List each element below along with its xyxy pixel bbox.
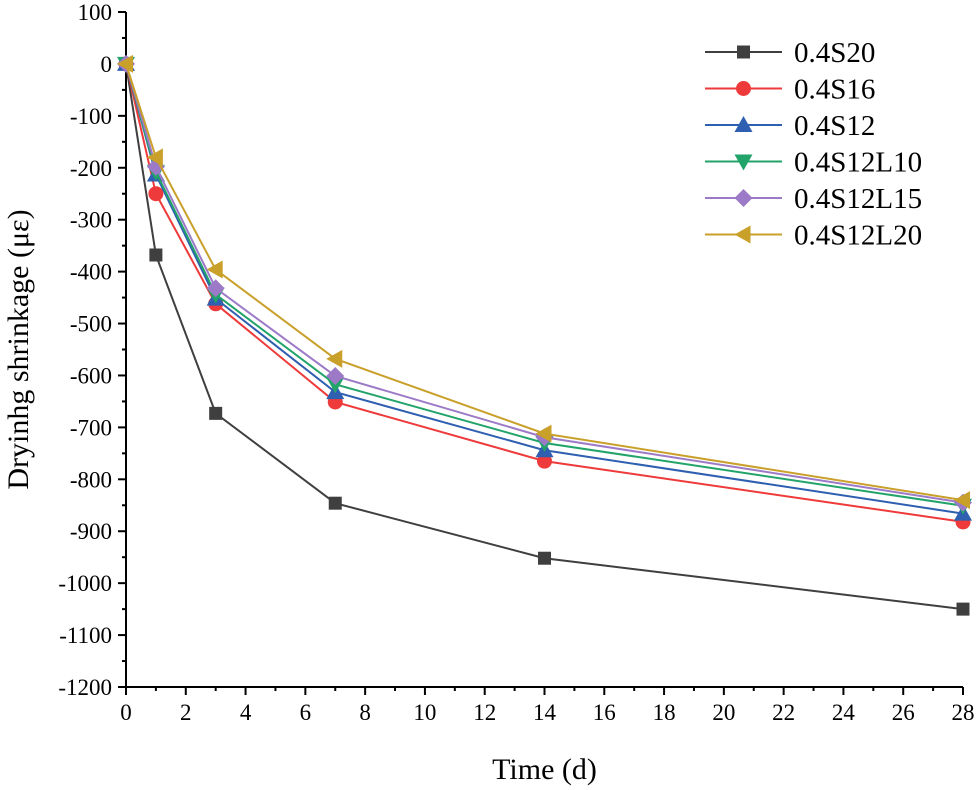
y-tick-label: -700 [70, 415, 112, 440]
x-tick-label: 0 [120, 700, 132, 725]
y-tick-label: -600 [70, 363, 112, 388]
x-tick-label: 24 [832, 700, 856, 725]
data-point [209, 406, 223, 420]
legend-label: 0.4S12 [794, 110, 875, 142]
x-tick-label: 14 [533, 700, 557, 725]
series-layer [117, 54, 972, 616]
legend-marker [734, 116, 753, 132]
x-tick-label: 4 [240, 700, 252, 725]
x-tick-label: 12 [473, 700, 496, 725]
x-tick-label: 6 [300, 700, 312, 725]
data-point [326, 377, 345, 394]
legend-marker [737, 45, 750, 59]
x-tick-label: 2 [180, 700, 192, 725]
series-line [125, 63, 964, 502]
legend-item: 0.4S20 [705, 37, 875, 69]
data-point [537, 453, 552, 469]
data-point [146, 148, 163, 167]
x-tick-label: 22 [772, 700, 795, 725]
y-tick-label: -1200 [58, 675, 112, 700]
legend-item: 0.4S16 [705, 74, 875, 106]
legend-item: 0.4S12 [705, 110, 875, 142]
y-tick-label: -800 [70, 467, 112, 492]
x-tick-label: 26 [892, 700, 915, 725]
series-line [125, 63, 964, 507]
y-tick-label: -1000 [58, 571, 112, 596]
y-tick-label: -1100 [59, 623, 112, 648]
x-tick-label: 8 [359, 700, 371, 725]
x-tick-label: 28 [952, 700, 975, 725]
legend-label: 0.4S12L10 [794, 147, 922, 179]
legend-marker [734, 189, 753, 207]
y-tick-label: 100 [78, 0, 113, 25]
legend-label: 0.4S20 [794, 37, 875, 69]
series-line [125, 63, 964, 611]
y-tick-label: -500 [70, 312, 112, 337]
data-point [206, 260, 223, 279]
legend-item: 0.4S12L20 [705, 220, 922, 252]
x-tick-label: 16 [593, 700, 616, 725]
legend-label: 0.4S16 [794, 74, 875, 106]
series-line [125, 63, 964, 504]
x-tick-label: 10 [413, 700, 436, 725]
legend-marker [734, 225, 751, 244]
data-point [149, 248, 163, 262]
axes: 1000-100-200-300-400-500-600-700-800-900… [58, 0, 974, 725]
y-tick-label: -100 [70, 104, 112, 129]
legend-label: 0.4S12L15 [794, 183, 922, 215]
legend-marker [734, 154, 753, 171]
data-point [326, 366, 345, 385]
y-tick-label: -200 [70, 156, 112, 181]
data-point [117, 54, 133, 73]
data-point [206, 279, 225, 298]
data-point [328, 496, 342, 510]
y-tick-label: -900 [70, 519, 112, 544]
y-tick-label: -300 [70, 208, 112, 233]
legend-item: 0.4S12L15 [705, 183, 922, 215]
series-0.4S12L20 [117, 54, 970, 510]
data-point [538, 551, 551, 565]
series-line [125, 63, 964, 523]
y-tick-label: -400 [70, 260, 112, 285]
x-tick-label: 18 [653, 700, 676, 725]
data-point [148, 186, 164, 202]
legend-marker [736, 81, 751, 96]
data-point [954, 491, 970, 510]
legend: 0.4S20 0.4S16 0.4S12 0.4S12L10 0.4S12L15 0.4S… [705, 37, 922, 252]
data-point [956, 602, 970, 616]
y-tick-label: 0 [101, 52, 113, 77]
x-tick-label: 20 [712, 700, 735, 725]
x-axis-title: Time (d) [492, 753, 597, 786]
data-point [535, 424, 552, 443]
data-point [326, 349, 343, 368]
legend-item: 0.4S12L10 [705, 147, 922, 179]
legend-label: 0.4S12L20 [794, 220, 922, 252]
y-axis-title: Dryinhg shrinkage (με) [2, 209, 35, 489]
